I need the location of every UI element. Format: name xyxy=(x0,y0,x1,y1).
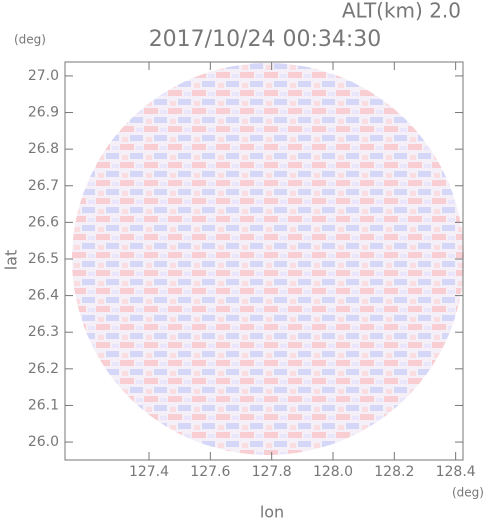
y-tick-label: 26.7 xyxy=(28,178,59,194)
x-unit: (deg) xyxy=(452,486,484,500)
y-tick-label: 26.3 xyxy=(28,324,59,340)
x-tick-label: 128.4 xyxy=(436,464,476,480)
y-tick-label: 26.6 xyxy=(28,214,59,230)
chart-title: 2017/10/24 00:34:30 xyxy=(149,27,382,52)
y-tick-label: 26.0 xyxy=(28,434,59,450)
y-tick-label: 26.5 xyxy=(28,251,59,267)
radar-field xyxy=(72,63,464,455)
altitude-label: ALT(km) 2.0 xyxy=(342,0,461,23)
x-tick-label: 127.6 xyxy=(190,464,230,480)
y-tick-label: 26.1 xyxy=(28,397,59,413)
x-tick-label: 127.4 xyxy=(129,464,169,480)
x-tick-label: 128.2 xyxy=(374,464,414,480)
x-axis-label: lon xyxy=(260,503,284,521)
x-tick-label: 127.8 xyxy=(252,464,292,480)
y-tick-label: 27.0 xyxy=(28,68,59,84)
y-axis-label: lat xyxy=(2,250,21,271)
y-tick-label: 26.2 xyxy=(28,361,59,377)
y-tick-label: 26.9 xyxy=(28,105,59,121)
y-tick-label: 26.8 xyxy=(28,141,59,157)
plot-frame xyxy=(64,61,464,461)
x-tick-label: 128.0 xyxy=(313,464,353,480)
y-unit: (deg) xyxy=(14,33,46,47)
y-tick-label: 26.4 xyxy=(28,288,59,304)
